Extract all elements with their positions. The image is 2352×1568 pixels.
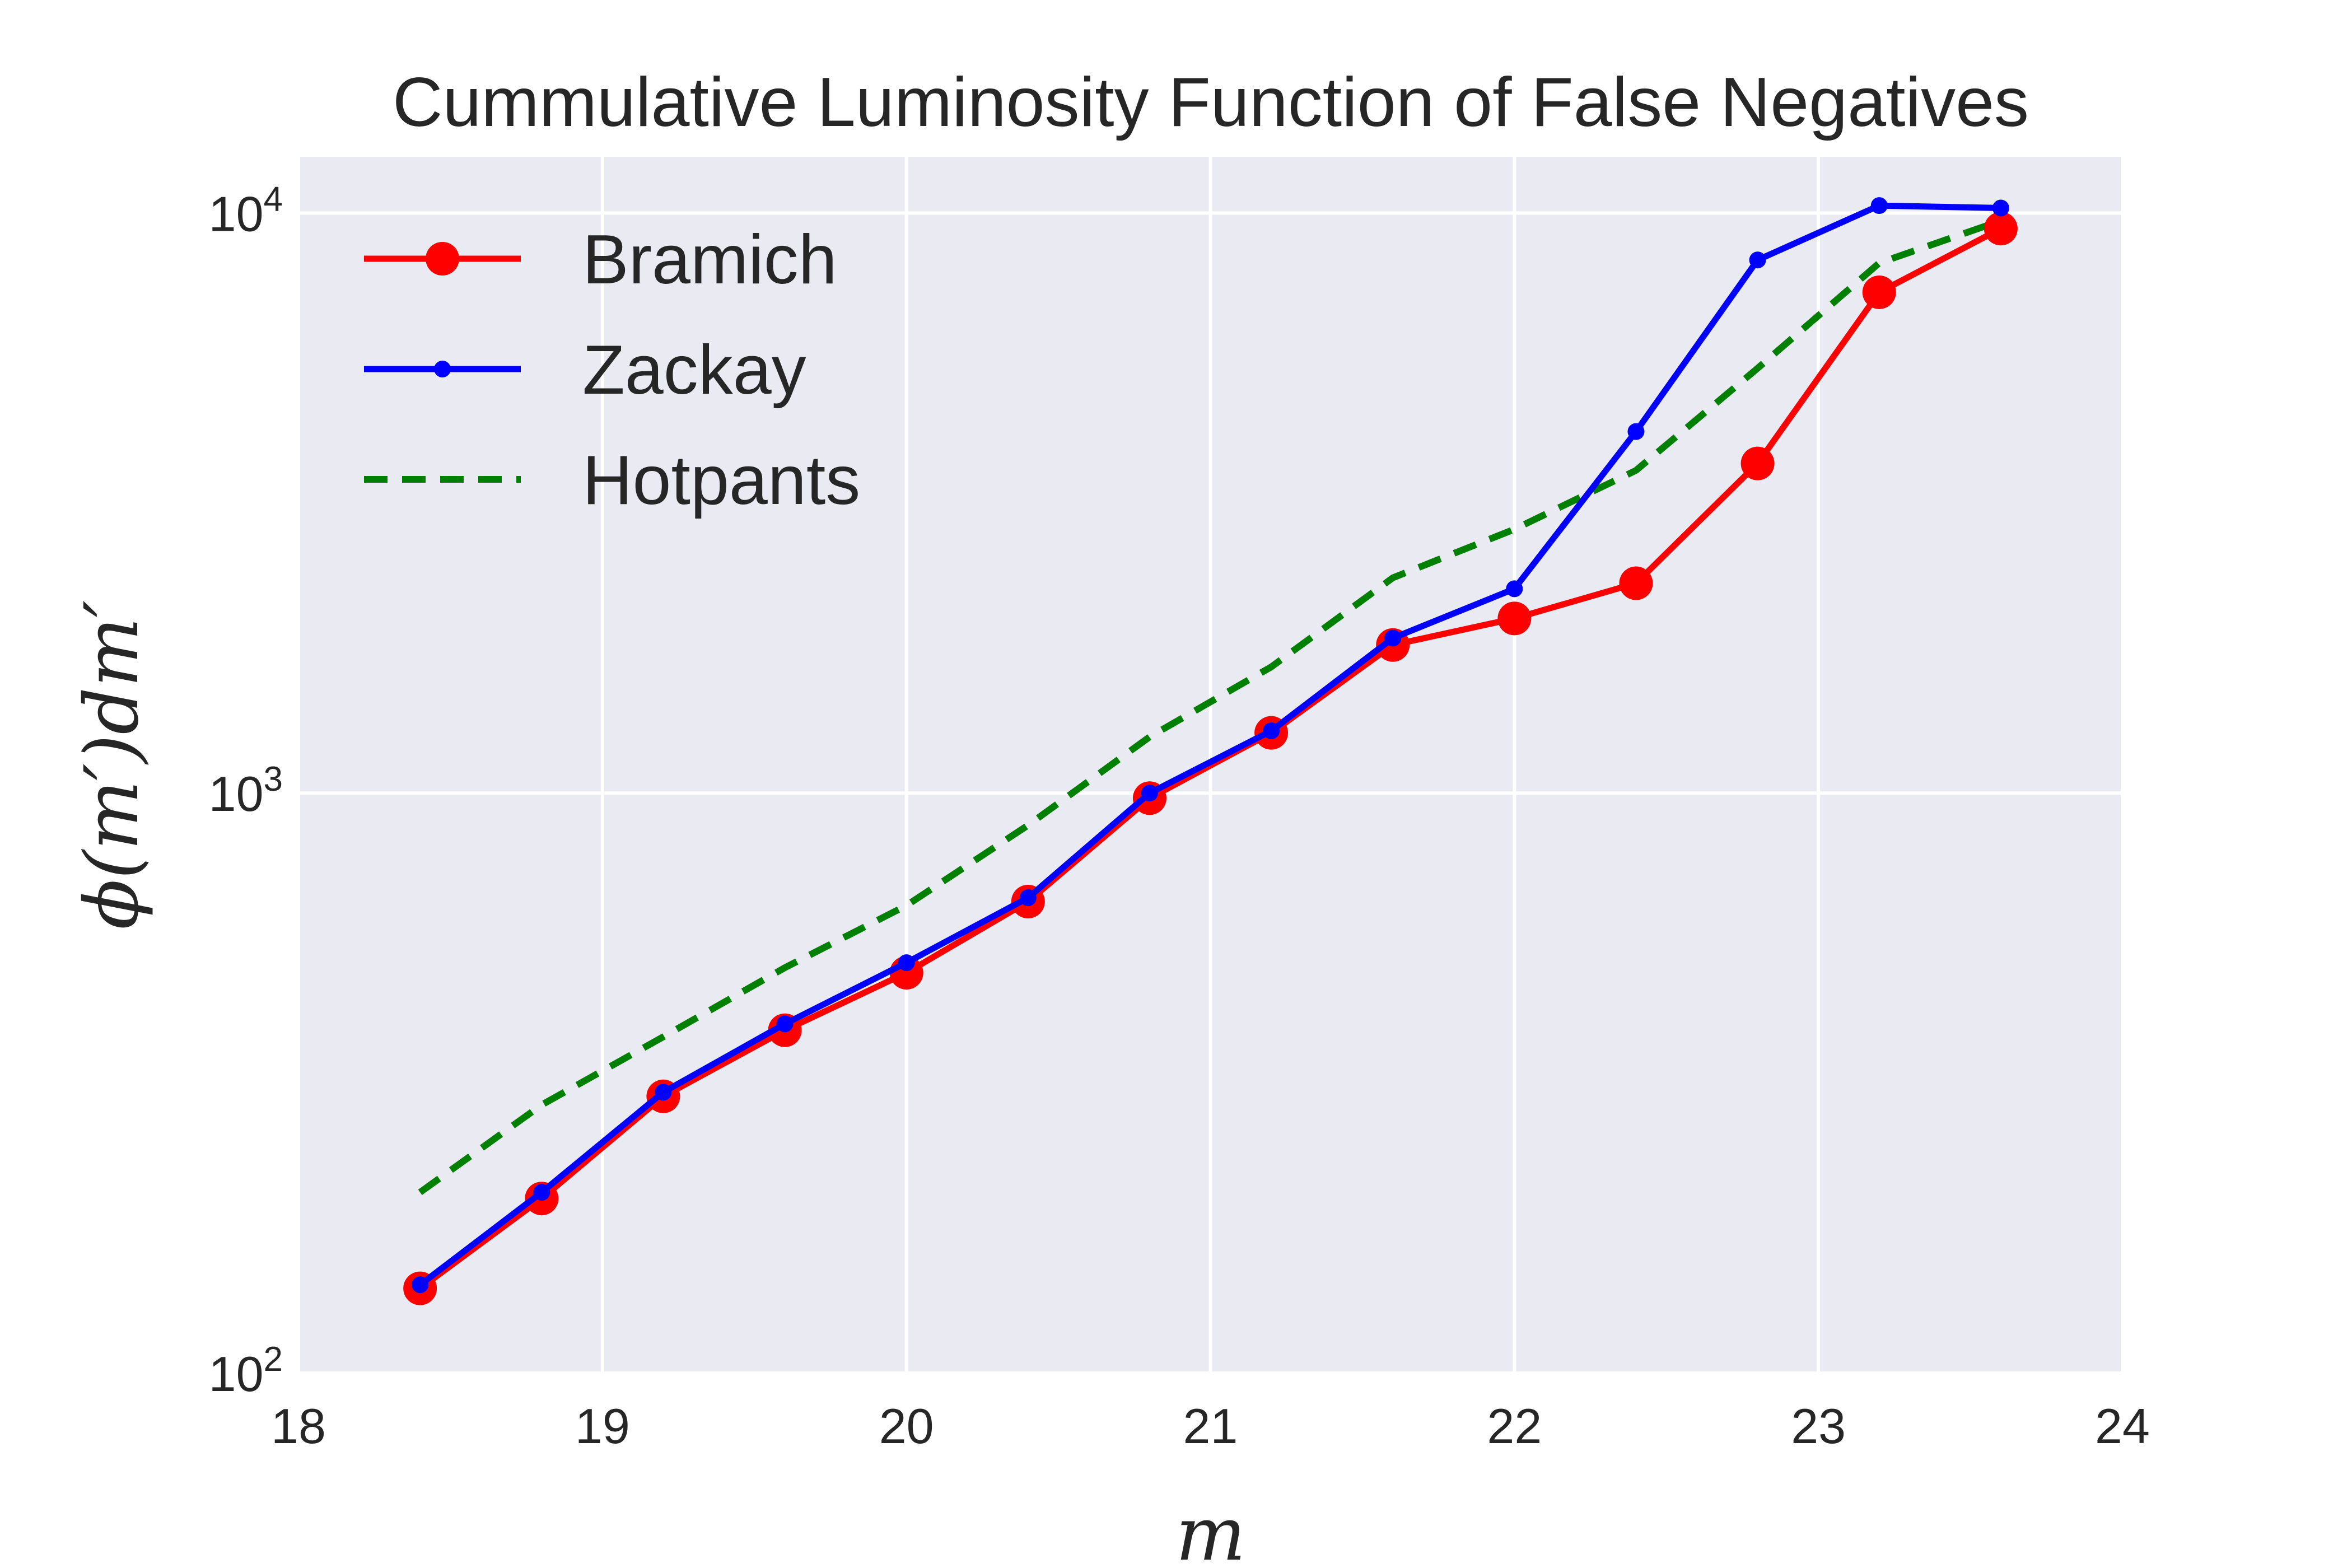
data-point-zackay <box>1627 423 1645 440</box>
data-point-bramich <box>1497 601 1532 636</box>
y-axis-label: ϕ(m′)dm′ <box>69 600 155 930</box>
legend-label-bramich: Bramich <box>582 221 837 298</box>
data-point-zackay <box>412 1276 429 1294</box>
x-tick-label: 21 <box>1183 1398 1238 1454</box>
chart-title: Cummulative Luminosity Function of False… <box>393 64 2029 141</box>
x-tick-label: 22 <box>1487 1398 1542 1454</box>
data-point-zackay <box>1506 580 1523 598</box>
series-line-zackay <box>418 202 2001 1287</box>
legend-label-hotpants: Hotpants <box>582 442 860 519</box>
x-tick-label: 19 <box>575 1398 630 1454</box>
grid-lines <box>297 157 2124 1375</box>
x-tick-label: 23 <box>1791 1398 1846 1454</box>
x-tick-label: 18 <box>271 1398 326 1454</box>
series-zackay <box>412 197 2009 1294</box>
series-group <box>403 197 2018 1305</box>
data-point-zackay <box>1749 251 1766 269</box>
legend-item-zackay: Zackay <box>364 332 806 409</box>
data-point-zackay <box>1263 722 1280 740</box>
legend: Bramich Zackay Hotpants <box>364 221 860 519</box>
legend-marker-zackay <box>434 361 451 377</box>
data-point-zackay <box>1992 199 2009 217</box>
legend-item-hotpants: Hotpants <box>364 442 860 519</box>
x-tick-label: 24 <box>2095 1398 2150 1454</box>
data-point-zackay <box>898 954 915 972</box>
y-tick-labels: 102 103 104 <box>209 180 283 1402</box>
series-line-bramich <box>418 226 2003 1291</box>
data-point-zackay <box>776 1015 794 1033</box>
data-point-zackay <box>1870 197 1888 214</box>
legend-marker-bramich <box>426 242 459 276</box>
y-tick-label: 103 <box>209 760 283 822</box>
x-tick-label: 20 <box>879 1398 934 1454</box>
data-point-zackay <box>1141 785 1158 802</box>
series-hotpants <box>418 217 2002 1195</box>
legend-label-zackay: Zackay <box>582 332 806 409</box>
data-point-bramich <box>1740 446 1775 480</box>
y-tick-label: 104 <box>209 180 283 241</box>
data-point-zackay <box>655 1084 672 1101</box>
data-point-bramich <box>1984 212 2018 246</box>
data-point-zackay <box>533 1184 550 1201</box>
data-point-bramich <box>1862 275 1896 309</box>
x-axis-label: m <box>1175 1491 1245 1568</box>
data-point-zackay <box>1019 889 1037 907</box>
series-line-hotpants <box>418 217 2002 1195</box>
x-tick-labels: 18 19 20 21 22 23 24 <box>271 1398 2150 1454</box>
legend-item-bramich: Bramich <box>364 221 837 298</box>
data-point-bramich <box>1619 566 1653 600</box>
data-point-zackay <box>1384 629 1402 647</box>
y-tick-label: 102 <box>209 1340 283 1402</box>
